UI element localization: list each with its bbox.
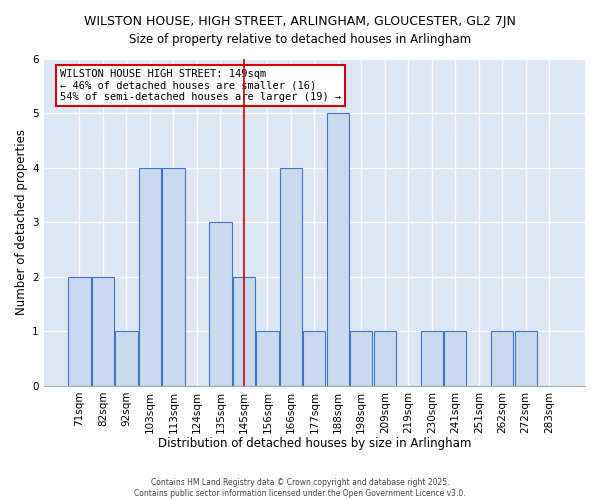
Text: WILSTON HOUSE HIGH STREET: 149sqm
← 46% of detached houses are smaller (16)
54% : WILSTON HOUSE HIGH STREET: 149sqm ← 46% …: [60, 69, 341, 102]
Y-axis label: Number of detached properties: Number of detached properties: [15, 130, 28, 316]
Bar: [326, 114, 349, 386]
Bar: [280, 168, 302, 386]
Bar: [139, 168, 161, 386]
Bar: [162, 168, 185, 386]
Bar: [350, 332, 373, 386]
X-axis label: Distribution of detached houses by size in Arlingham: Distribution of detached houses by size …: [158, 437, 471, 450]
Text: Contains HM Land Registry data © Crown copyright and database right 2025.
Contai: Contains HM Land Registry data © Crown c…: [134, 478, 466, 498]
Bar: [374, 332, 396, 386]
Bar: [491, 332, 514, 386]
Bar: [303, 332, 325, 386]
Bar: [92, 277, 114, 386]
Bar: [515, 332, 537, 386]
Bar: [444, 332, 466, 386]
Bar: [115, 332, 137, 386]
Bar: [421, 332, 443, 386]
Bar: [233, 277, 255, 386]
Bar: [209, 222, 232, 386]
Bar: [68, 277, 91, 386]
Text: WILSTON HOUSE, HIGH STREET, ARLINGHAM, GLOUCESTER, GL2 7JN: WILSTON HOUSE, HIGH STREET, ARLINGHAM, G…: [84, 15, 516, 28]
Text: Size of property relative to detached houses in Arlingham: Size of property relative to detached ho…: [129, 32, 471, 46]
Bar: [256, 332, 278, 386]
